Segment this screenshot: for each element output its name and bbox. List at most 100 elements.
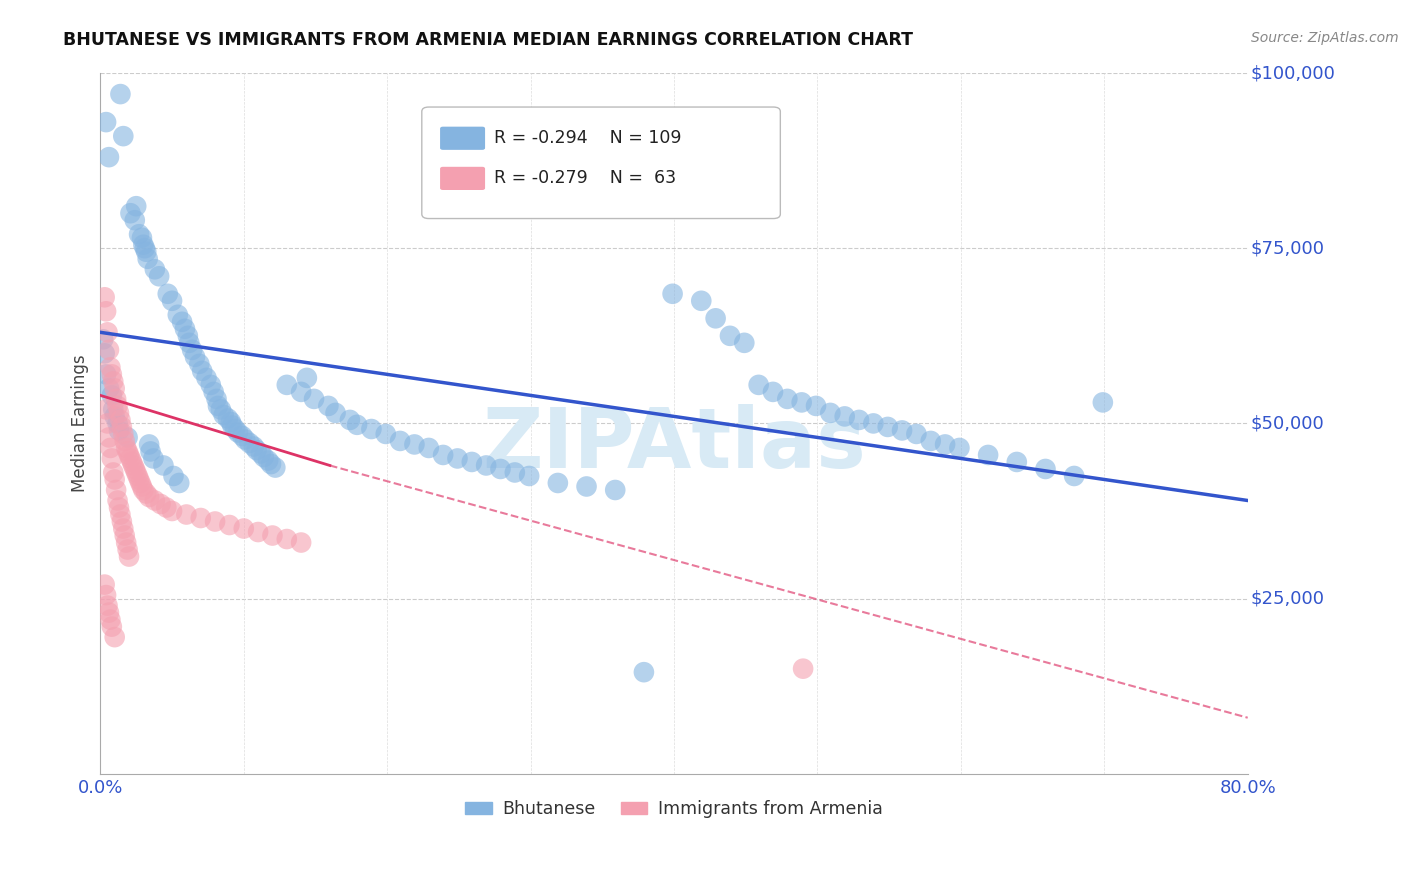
Point [91, 332, 114, 346]
Point [117, 444, 139, 458]
Point [762, 384, 785, 399]
Point [718, 328, 741, 343]
Point [253, 450, 276, 464]
Point [101, 388, 124, 402]
Point [128, 473, 150, 487]
Point [100, 441, 122, 455]
Point [276, 532, 298, 546]
Point [142, 451, 165, 466]
Point [93, 346, 115, 360]
Point [94, 588, 117, 602]
Point [503, 466, 526, 480]
Point [135, 486, 157, 500]
Point [103, 402, 125, 417]
Point [101, 619, 124, 633]
Point [96, 326, 118, 340]
Point [848, 413, 870, 427]
Point [218, 518, 240, 533]
Point [517, 469, 540, 483]
Point [94, 115, 117, 129]
Point [97, 606, 120, 620]
Point [200, 377, 222, 392]
Point [100, 360, 122, 375]
Point [134, 241, 156, 255]
Point [103, 466, 125, 480]
Point [131, 231, 153, 245]
Point [105, 392, 128, 406]
Text: BHUTANESE VS IMMIGRANTS FROM ARMENIA MEDIAN EARNINGS CORRELATION CHART: BHUTANESE VS IMMIGRANTS FROM ARMENIA MED… [63, 31, 914, 49]
Point [418, 441, 440, 455]
Point [131, 479, 153, 493]
Point [1091, 395, 1114, 409]
Point [132, 483, 155, 497]
Point [202, 384, 225, 399]
Point [120, 206, 142, 220]
Point [247, 524, 270, 539]
Point [1005, 455, 1028, 469]
Point [232, 522, 254, 536]
Point [139, 444, 162, 458]
Point [790, 395, 813, 409]
Point [177, 328, 200, 343]
Point [905, 426, 928, 441]
Point [129, 475, 152, 490]
Point [104, 630, 127, 644]
Point [107, 399, 129, 413]
Point [217, 411, 239, 425]
Point [633, 665, 655, 680]
Point [124, 213, 146, 227]
Point [110, 508, 132, 522]
Point [136, 252, 159, 266]
Point [162, 469, 184, 483]
Point [97, 150, 120, 164]
Y-axis label: Median Earnings: Median Earnings [72, 355, 89, 492]
Point [238, 436, 260, 450]
Point [179, 335, 201, 350]
Point [977, 448, 1000, 462]
Point [246, 443, 269, 458]
Point [820, 406, 842, 420]
Point [360, 422, 382, 436]
Point [103, 375, 125, 389]
Point [100, 613, 122, 627]
Point [114, 528, 136, 542]
Point [212, 408, 235, 422]
Point [108, 406, 131, 420]
Point [138, 490, 160, 504]
Point [188, 357, 211, 371]
Point [107, 493, 129, 508]
Point [891, 424, 914, 438]
Point [1063, 469, 1085, 483]
Point [93, 577, 115, 591]
Point [934, 437, 956, 451]
Point [111, 515, 134, 529]
Point [117, 430, 139, 444]
Text: Source: ZipAtlas.com: Source: ZipAtlas.com [1251, 31, 1399, 45]
Point [184, 350, 207, 364]
Point [166, 308, 188, 322]
Text: R = -0.279    N =  63: R = -0.279 N = 63 [494, 169, 676, 187]
Point [105, 483, 128, 497]
Point [108, 500, 131, 515]
Point [101, 451, 124, 466]
Text: $25,000: $25,000 [1250, 590, 1324, 607]
Text: $50,000: $50,000 [1250, 415, 1324, 433]
Point [97, 381, 120, 395]
Point [160, 504, 183, 518]
Point [404, 437, 426, 451]
Point [290, 535, 312, 549]
Text: $100,000: $100,000 [1250, 64, 1334, 82]
Point [547, 475, 569, 490]
Point [93, 290, 115, 304]
Point [209, 402, 232, 417]
Point [110, 413, 132, 427]
Point [114, 434, 136, 448]
Point [475, 458, 498, 473]
Point [111, 420, 134, 434]
Point [231, 429, 253, 443]
Point [104, 381, 127, 395]
Point [120, 451, 142, 466]
Point [224, 422, 246, 436]
Point [862, 417, 884, 431]
Point [112, 522, 135, 536]
